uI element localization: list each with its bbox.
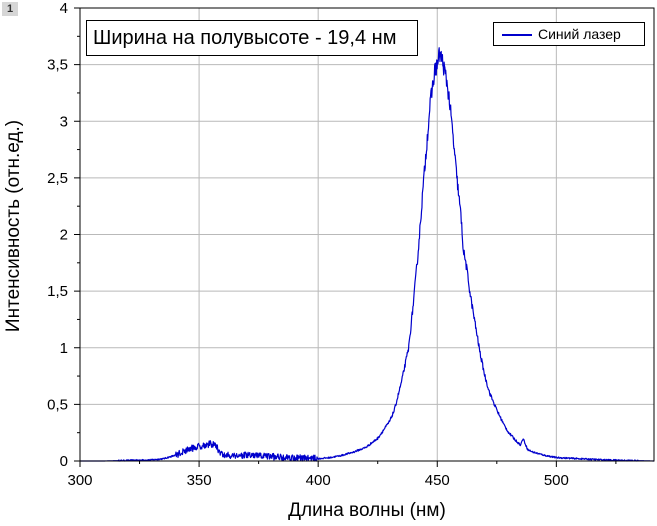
x-tick-label: 300 — [67, 472, 92, 489]
y-tick-label: 1 — [60, 340, 68, 357]
y-tick-label: 4 — [60, 0, 68, 17]
y-tick-labels: 0 0,5 1 1,5 2 2,5 3 3,5 4 — [47, 0, 68, 470]
grid-lines — [80, 8, 654, 461]
x-axis-label: Длина волны (нм) — [288, 500, 446, 521]
series-layer — [79, 47, 655, 462]
x-tick-label: 400 — [306, 472, 331, 489]
y-tick-label: 0 — [60, 453, 68, 470]
y-tick-label: 3 — [60, 113, 68, 130]
y-tick-label: 1,5 — [47, 283, 68, 300]
x-tick-label: 450 — [425, 472, 450, 489]
axis-ticks — [74, 7, 617, 467]
y-axis-label: Интенсивность (отн.ед.) — [3, 119, 24, 333]
y-tick-label: 2 — [60, 227, 68, 244]
y-tick-label: 2,5 — [47, 170, 68, 187]
legend-label: Синий лазер — [538, 26, 621, 42]
page-number-badge: 1 — [2, 2, 18, 16]
x-tick-labels: 300 350 400 450 500 — [67, 472, 568, 489]
x-tick-label: 350 — [187, 472, 212, 489]
series-line-Синий лазер — [79, 47, 655, 462]
legend: Синий лазер — [493, 22, 645, 46]
y-tick-label: 3,5 — [47, 57, 68, 74]
legend-line-swatch — [502, 34, 532, 36]
fwhm-annotation: Ширина на полувысоте - 19,4 нм — [86, 20, 418, 56]
y-tick-label: 0,5 — [47, 396, 68, 413]
x-tick-label: 500 — [544, 472, 569, 489]
